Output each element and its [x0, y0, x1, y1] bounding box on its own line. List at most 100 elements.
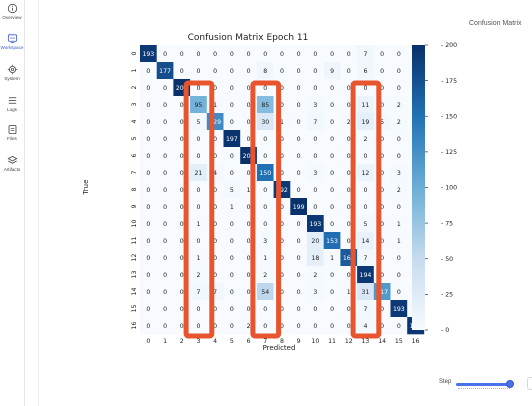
- heatmap-cell-value: 0: [263, 323, 267, 330]
- heatmap-cell-value: 31: [362, 289, 370, 296]
- confusion-matrix-figure: Confusion Matrix Epoch 11 193 0 0 0 0 0 0 0 0 0 0 0…: [82, 33, 457, 352]
- heatmap-cell: [290, 198, 308, 216]
- heatmap-cell-value: 0: [380, 255, 384, 262]
- step-slider-thumb[interactable]: [506, 380, 515, 388]
- heatmap-cell: [156, 266, 174, 284]
- nav-item-files[interactable]: Files: [0, 124, 24, 142]
- heatmap-cell-value: 0: [196, 204, 200, 211]
- heatmap-cell-value: 0: [230, 238, 234, 245]
- nav-item-overview[interactable]: Overview: [0, 3, 24, 21]
- heatmap-cell: [390, 45, 408, 63]
- heatmap-cell: [323, 164, 341, 182]
- heatmap-cell-value: 7: [196, 289, 200, 296]
- heatmap-cell-value: 0: [380, 272, 384, 279]
- heatmap-cell-value: 1: [397, 221, 401, 228]
- heatmap-cell-value: 19: [362, 119, 370, 126]
- heatmap-cell-value: 0: [230, 323, 234, 330]
- heatmap-cell: [190, 130, 208, 148]
- heatmap-cell-value: 0: [297, 289, 301, 296]
- heatmap-cell-value: 0: [247, 102, 251, 109]
- heatmap-cell: [223, 232, 241, 250]
- heatmap-cell-value: 95: [195, 102, 203, 109]
- heatmap-cell-value: 199: [293, 204, 305, 211]
- heatmap-cell-value: 0: [363, 187, 367, 194]
- heatmap-cell-value: 0: [163, 187, 167, 194]
- highlight-box: [350, 80, 382, 339]
- heatmap-cell-value: 0: [313, 187, 317, 194]
- heatmap-cell: [140, 198, 157, 216]
- heatmap-cell-value: 0: [280, 306, 284, 313]
- x-tick-label: 12: [345, 338, 353, 345]
- colorbar-ticks: - 0 - 25 - 50 - 75 - 100 - 125 - 150 - 175 - 200: [425, 42, 457, 334]
- heatmap-cell-value: 0: [263, 221, 267, 228]
- heatmap-cell-value: 0: [247, 238, 251, 245]
- heatmap-cell-value: 0: [263, 153, 267, 160]
- y-tick-label: 9: [131, 204, 138, 208]
- heatmap-cell-value: 0: [330, 306, 334, 313]
- y-tick-label: 6: [131, 153, 138, 157]
- heatmap-cell-value: 0: [330, 170, 334, 177]
- y-tick-label: 11: [131, 237, 138, 245]
- heatmap-cell-value: 0: [180, 289, 184, 296]
- nav-item-workspace[interactable]: Workspace: [0, 33, 24, 51]
- heatmap-cell-value: 0: [280, 85, 284, 92]
- nav-label: Overview: [2, 15, 22, 20]
- y-tick-label: 3: [131, 102, 138, 106]
- heatmap-cell-value: 0: [380, 306, 384, 313]
- heatmap-cell: [290, 232, 308, 250]
- heatmap-cell-value: 0: [347, 238, 351, 245]
- heatmap-cell-value: 0: [280, 272, 284, 279]
- heatmap-cell-value: 0: [297, 306, 301, 313]
- heatmap-cell-value: 0: [280, 102, 284, 109]
- nav-item-logs[interactable]: Logs: [0, 95, 24, 113]
- cpu-icon: [7, 64, 17, 75]
- heatmap-cell-value: 1: [330, 255, 334, 262]
- heatmap-cell-value: 0: [163, 51, 167, 58]
- step-value-input[interactable]: 32 ▲▼: [527, 377, 532, 390]
- nav-item-artifacts[interactable]: Artifacts: [0, 155, 24, 173]
- heatmap-cell-value: 0: [247, 289, 251, 296]
- heatmap-cell-value: 3: [397, 170, 401, 177]
- heatmap-cell: [390, 215, 408, 233]
- heatmap-cell: [223, 215, 241, 233]
- heatmap-cell: [307, 300, 324, 318]
- heatmap-cell: [223, 113, 241, 131]
- heatmap-cell-value: 7: [363, 255, 367, 262]
- y-tick-label: 12: [131, 254, 138, 262]
- heatmap-cell-value: 0: [297, 187, 301, 194]
- heatmap-cell: [190, 198, 208, 216]
- heatmap-cell-value: 0: [213, 51, 217, 58]
- colorbar-tick-label: - 200: [441, 42, 457, 49]
- heatmap-cell: [256, 266, 274, 284]
- heatmap-cell: [206, 62, 224, 80]
- step-control: Step 32 ▲▼: [439, 377, 532, 391]
- heatmap-cell-value: 0: [263, 306, 267, 313]
- files-icon: [8, 124, 16, 135]
- heatmap-cell: [307, 266, 324, 284]
- step-slider-track[interactable]: [456, 383, 512, 386]
- heatmap-cell-value: 0: [380, 153, 384, 160]
- heatmap-cell: [140, 147, 157, 165]
- heatmap-cell: [223, 198, 241, 216]
- heatmap-cell: [357, 147, 375, 165]
- heatmap-cell-value: 0: [397, 68, 401, 75]
- heatmap-cell-value: 1: [347, 289, 351, 296]
- x-tick-label: 11: [328, 338, 336, 345]
- heatmap-cell: [140, 164, 157, 182]
- heatmap-cell: [323, 62, 341, 80]
- heatmap-cell-value: 0: [380, 51, 384, 58]
- heatmap-cell-value: 0: [380, 204, 384, 211]
- heatmap-cell-value: 194: [360, 272, 372, 279]
- heatmap-cell: [256, 62, 274, 80]
- heatmap-cell-value: 0: [213, 255, 217, 262]
- nav-item-system[interactable]: System: [0, 64, 24, 82]
- heatmap-cell-value: 0: [180, 170, 184, 177]
- heatmap-cell-value: 12: [362, 170, 370, 177]
- heatmap-cell: [223, 317, 241, 335]
- heatmap-cell: [290, 249, 308, 267]
- x-tick-label: 13: [362, 338, 370, 345]
- heatmap-cell-value: 0: [180, 102, 184, 109]
- heatmap-cell-value: 0: [380, 68, 384, 75]
- heatmap-cell-value: 0: [247, 272, 251, 279]
- heatmap-cell-value: 0: [347, 136, 351, 143]
